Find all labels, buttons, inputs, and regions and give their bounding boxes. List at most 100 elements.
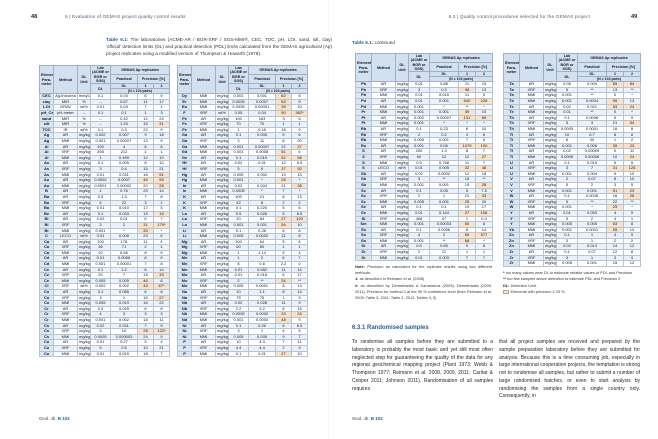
page-number-left: 48 [31,14,38,20]
cell-precision-2: 5 [291,328,309,335]
table-row: Cs AR mg/kg 0.02 0.011 7 9 [39,322,171,330]
table-row: Cu MMI mg/kg 0.01 0.015 18 7 [39,350,171,358]
cell-dl-unit: mg/kg [543,126,557,133]
cell-dl-unit: mg/kg [395,170,409,178]
cell-precision-1: 7 [458,254,476,262]
table-row: Pb AR mg/kg 0.01 0.88 11 15 [355,81,494,88]
header-practical: Practical [429,62,459,72]
cell-lab-dl: 0.01 [408,254,430,262]
cell-dl-unit: mg/kg [77,266,91,274]
cell-dl-unit: mg/kg [77,322,91,330]
header-lab: Lab (ACME or BGR or SGS) [90,65,111,84]
table-row: Zn XRF mg/kg 3 1 2 2 [503,237,642,245]
cell-dl-unit: mg/kg [215,277,230,285]
table-row: Sc AR mg/kg 0.1 0.05 5 7.5 [355,187,494,195]
cell-dl-unit: mg/kg [77,138,91,145]
cell-dl-unit: mg/kg [215,255,230,263]
cell-dl-unit: mg/kg [543,114,557,122]
header-practical: Practical [248,74,277,84]
cell-dl-unit: mg/kg [215,205,230,212]
cell-method: MMI [53,350,78,358]
cell-dl-unit: mg/kg [215,126,230,134]
table-row: La XRF mg/kg 20 64 27 120 [177,216,309,223]
cell-precision-2: 9 [152,93,171,100]
header-n-pairs: (N = 104 pairs) [428,76,494,83]
table-row: Co MMI mg/kg 0.005 0.019 16 22 [39,300,171,307]
table-row: Ba MMI mg/kg 0.01 0.010 17 5 [39,205,171,212]
header-lab-dl: DL [556,70,578,83]
cell-dl-unit: mg/kg [215,322,230,330]
cell-element: Sr [355,254,372,262]
header-element: Element/ Para- meter [355,52,372,83]
cell-dl-unit: mg/kg [543,154,557,161]
cell-dl-unit: mg/kg [77,221,91,229]
footer-journal: Geol. Jb. [352,416,370,421]
cell-dl-unit: mg/kg [77,289,91,296]
header-lab: Lab (ACME or BGR or SGS) [228,65,250,84]
cell-precision-2: 67* [152,283,171,291]
table-row: Sr MMI mg/kg 0.01 0.003 7 7 [355,254,494,262]
cell-dl-unit: mg/kg [543,226,557,234]
cell-precision-2: 21 [152,345,171,352]
table-6-1-part-4: Element/ Para- meter Method DL Unit Lab (AC… [503,52,642,267]
table-row: Zr XRF mg/kg 3 1 3 4 [503,254,642,262]
cell-dl-unit: mg/kg [543,204,557,211]
cell-dl-unit: mg/kg [77,171,91,179]
table-row: Al XRF mg/kg 265 212 1 1 [39,149,171,156]
cell-dl-unit: mg/kg [77,333,91,341]
table-row: Mo MMI mg/kg 0.005 0.0001 8 13 [177,283,309,291]
cell-dl-unit: mg/kg [215,289,230,296]
cell-dl-unit: mg/kg [77,255,91,263]
cell-precision-2: 8 [291,93,309,100]
cell-precision-2: * [474,120,494,127]
table-row: Pd AR mg/kg 0.01 0.001 540 228 [355,98,494,105]
cell-precision-2: 10 [291,350,309,358]
cell-dl-unit: mg/kg [543,176,557,183]
table-caption-left: Table 6.1: The laboratories (ACME-AR / B… [106,36,332,57]
table-row: Sb XRF mg/kg 5 ** 18 ** [355,176,494,183]
table-row: Mg MMI mg/kg 1 1.14 5 4 [177,249,309,257]
table-group-4: Element/ Para- meter Method DL Unit Lab (AC… [503,52,642,267]
cell-dl-unit: mg/kg [543,198,557,206]
cell-dl-unit: mg/kg [77,166,91,173]
table-row: Cl XRF wt% 0.002 0.002 43 67* [39,283,171,291]
cell-precision-2: 9 [291,317,309,324]
table-row: Na AR mg/kg 10 1.1 8 14 [177,289,309,296]
cell-precision-2: 9 [152,255,171,263]
footer-right: Geol. Jb. B 102 [352,416,383,421]
table-row: clay MIR% -- 0.67 11 17 [39,98,171,106]
cell-element: P [177,350,193,358]
cell-dl-unit: mg/kg [543,193,557,200]
table-row: Cs MMI mg/kg 0.0005 0.000003 24 9 [39,333,171,341]
table-row: Zn MMI mg/kg 0.02 0.013 14 12 [503,243,642,251]
cell-precision-2: * [622,109,642,116]
cell-dl-unit: mg/kg [543,103,557,111]
header-method: Method [371,52,396,83]
cell-dl-unit: mg/kg [77,328,91,335]
cell-dl-unit: mg/kg [395,142,409,150]
cell-dl-unit: mg/kg [77,311,91,318]
header-dl-unit: DL Unit [395,52,409,83]
table-row: Cd MMI mg/kg 0.001 0.00001 7 8 [39,261,171,268]
cell-precision-2: 9 [622,114,642,122]
cell-dl-unit: mg/kg [543,148,557,155]
cell-dl-unit: mg/kg [215,143,230,151]
cell-dl-unit: mg/kg [215,149,230,156]
cell-dl-unit: mg/kg [77,193,91,201]
table-row: Pd MMI mg/kg 0.001 * ** * [355,103,494,111]
footer-issue: B 102 [370,416,383,421]
header-method: Method [519,52,544,83]
cell-dl-unit: mg/kg [395,243,409,251]
cell-precision-2: 15 [474,81,494,88]
note1-text: as described in Reimann et al. (2008) [359,276,425,282]
cell-precision-2: 9 [291,98,309,106]
table-row: Er MMI mg/kg 0.0005 0.0007 63 9 [177,98,309,106]
cell-dl-unit: mg/kg [215,199,230,207]
header-dl-unit: DL Unit [215,64,230,95]
cell-dl-unit: mg/kg [215,227,230,235]
cell-dl-unit: mg/kg [543,260,557,267]
cell-dl-unit: mg/kg [77,350,91,358]
table-row: Ta MMI mg/kg 0.001 ** 0 * [503,92,642,100]
